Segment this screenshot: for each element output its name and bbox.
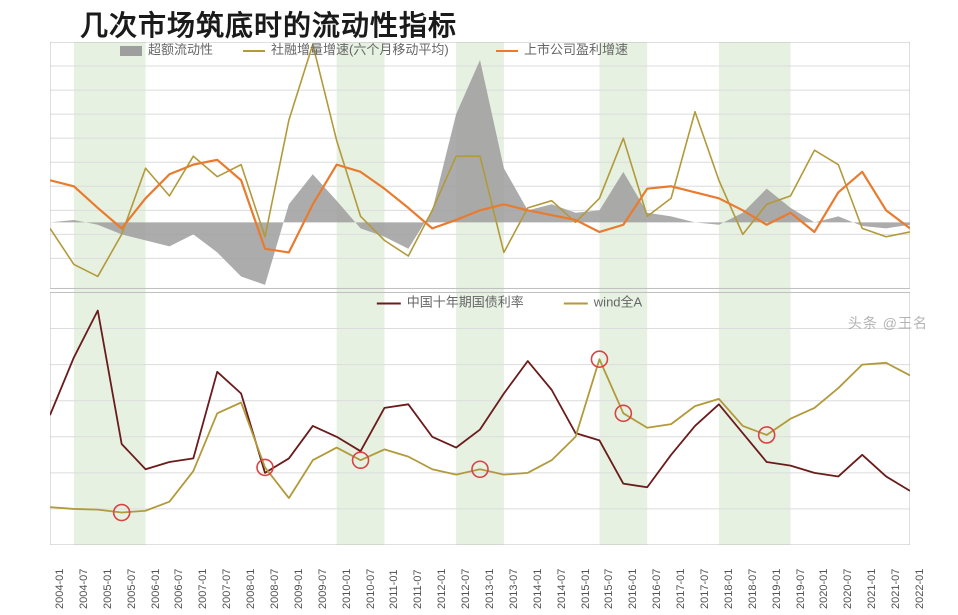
chart-svg: -55-30-101030507090110130150-100-5005010… — [50, 42, 910, 545]
x-tick-label: 2011-07 — [412, 569, 424, 609]
x-tick-label: 2006-01 — [150, 569, 162, 609]
x-tick-label: 2010-01 — [341, 569, 353, 609]
x-tick-label: 2017-01 — [675, 569, 687, 609]
x-tick-label: 2008-07 — [269, 569, 281, 609]
x-tick-label: 2019-01 — [771, 569, 783, 609]
watermark: 头条 @王名 — [848, 313, 928, 333]
x-tick-label: 2005-01 — [102, 569, 114, 609]
chart-container: -55-30-101030507090110130150-100-5005010… — [50, 42, 910, 545]
x-tick-label: 2004-07 — [78, 569, 90, 609]
x-tick-label: 2021-07 — [890, 569, 902, 609]
x-tick-label: 2009-07 — [317, 569, 329, 609]
x-tick-label: 2007-07 — [221, 569, 233, 609]
x-tick-label: 2006-07 — [173, 569, 185, 609]
x-tick-label: 2005-07 — [126, 569, 138, 609]
x-axis-labels: 2004-01 2004-07 2005-01 2005-07 2006-01 2006-… — [50, 547, 910, 615]
page-title: 几次市场筑底时的流动性指标 — [80, 4, 457, 44]
legend-label: 中国十年期国债利率 — [407, 294, 524, 309]
x-tick-label: 2008-01 — [245, 569, 257, 609]
legend-label: wind全A — [593, 294, 643, 309]
legend-label: 社融增量增速(六个月移动平均) — [271, 42, 449, 57]
x-tick-label: 2018-07 — [747, 569, 759, 609]
x-tick-label: 2016-01 — [627, 569, 639, 609]
x-tick-label: 2022-01 — [914, 569, 926, 609]
legend-label: 上市公司盈利增速 — [524, 42, 628, 57]
x-tick-label: 2014-01 — [532, 569, 544, 609]
x-tick-label: 2016-07 — [651, 569, 663, 609]
highlight-band — [337, 42, 385, 545]
x-tick-label: 2004-01 — [54, 569, 66, 609]
highlight-band — [74, 42, 146, 545]
x-tick-label: 2019-07 — [795, 569, 807, 609]
x-tick-label: 2015-01 — [580, 569, 592, 609]
x-tick-label: 2021-01 — [866, 569, 878, 609]
x-tick-label: 2014-07 — [556, 569, 568, 609]
legend-swatch — [120, 46, 142, 56]
x-tick-label: 2020-07 — [842, 569, 854, 609]
x-tick-label: 2012-07 — [460, 569, 472, 609]
x-tick-label: 2015-07 — [603, 569, 615, 609]
x-tick-label: 2011-01 — [388, 569, 400, 609]
x-tick-label: 2010-07 — [365, 569, 377, 609]
legend-label: 超额流动性 — [148, 42, 213, 57]
highlight-band — [719, 42, 791, 545]
x-tick-label: 2013-07 — [508, 569, 520, 609]
x-tick-label: 2009-01 — [293, 569, 305, 609]
x-tick-label: 2018-01 — [723, 569, 735, 609]
x-tick-label: 2007-01 — [197, 569, 209, 609]
x-tick-label: 2013-01 — [484, 569, 496, 609]
x-tick-label: 2020-01 — [818, 569, 830, 609]
x-tick-label: 2017-07 — [699, 569, 711, 609]
x-tick-label: 2012-01 — [436, 569, 448, 609]
